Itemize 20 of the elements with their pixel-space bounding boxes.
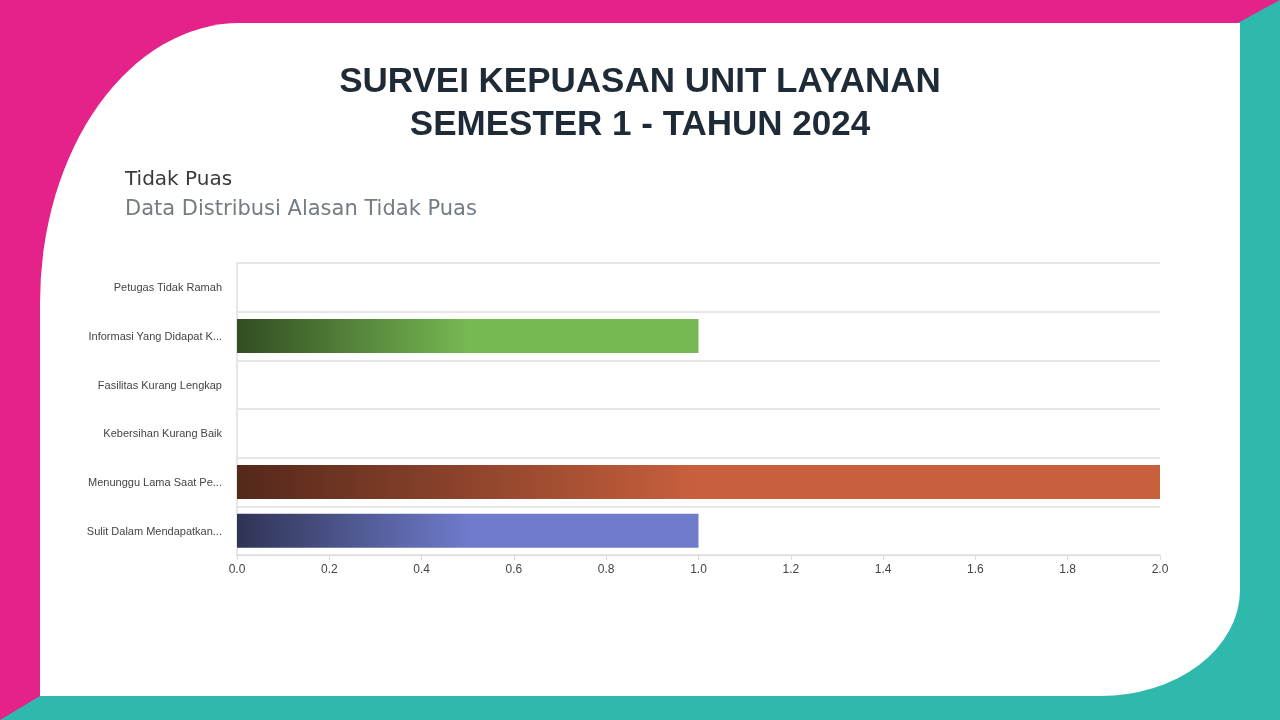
x-tick-label: 1.4 — [874, 562, 892, 576]
y-tick-label: Menunggu Lama Saat Pe... — [88, 476, 222, 488]
x-tick-label: 0.8 — [597, 562, 615, 576]
x-tick-label: 1.0 — [690, 562, 708, 576]
y-tick-label: Kebersihan Kurang Baik — [103, 427, 223, 440]
y-tick-label: Informasi Yang Didapat K... — [88, 330, 222, 342]
x-tick-label: 0.2 — [320, 562, 338, 576]
y-tick-label: Petugas Tidak Ramah — [113, 281, 222, 294]
x-tick-label: 0.4 — [413, 562, 431, 576]
y-tick-label: Fasilitas Kurang Lengkap — [97, 378, 222, 391]
x-tick-label: 2.0 — [1151, 562, 1169, 576]
chart-subtitle: Tidak Puas — [125, 165, 233, 192]
x-tick-label: 1.2 — [782, 562, 800, 576]
x-tick-label: 0.6 — [505, 562, 523, 576]
chart-title: SURVEI KEPUASAN UNIT LAYANAN SEMESTER 1 - TAHUN 2024 — [338, 59, 942, 144]
text: Data Distribusi Alasan Tidak Puas — [125, 195, 477, 222]
x-tick-label: 1.8 — [1059, 562, 1077, 576]
y-tick-label: Sulit Dalam Mendapatkan... — [86, 524, 222, 537]
x-tick-label: 0.0 — [228, 562, 246, 576]
x-tick-label: 1.6 — [967, 562, 985, 576]
